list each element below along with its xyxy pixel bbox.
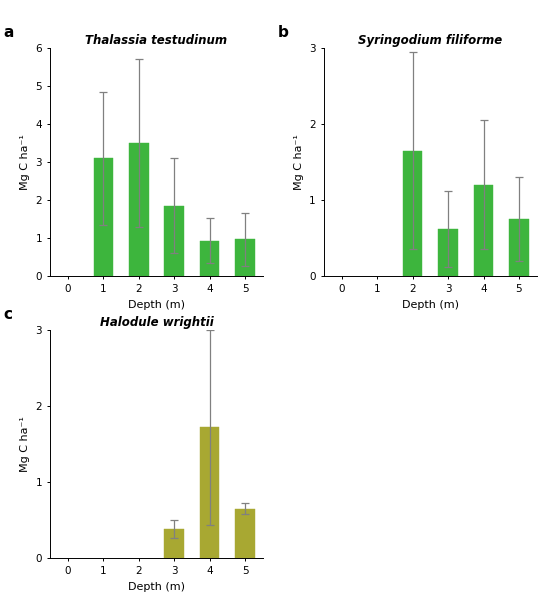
Text: a: a bbox=[3, 25, 14, 40]
X-axis label: Depth (m): Depth (m) bbox=[128, 582, 185, 592]
Y-axis label: Mg C ha⁻¹: Mg C ha⁻¹ bbox=[20, 416, 30, 472]
Bar bbox=[403, 151, 423, 276]
Bar bbox=[164, 206, 184, 276]
Title: Syringodium filiforme: Syringodium filiforme bbox=[358, 34, 503, 47]
Title: Halodule wrightii: Halodule wrightii bbox=[100, 316, 214, 329]
Bar bbox=[474, 185, 493, 276]
Bar bbox=[200, 427, 219, 558]
Bar bbox=[129, 143, 149, 276]
Title: Thalassia testudinum: Thalassia testudinum bbox=[86, 34, 228, 47]
Bar bbox=[200, 241, 219, 276]
Bar bbox=[235, 239, 255, 276]
Y-axis label: Mg C ha⁻¹: Mg C ha⁻¹ bbox=[20, 134, 30, 190]
X-axis label: Depth (m): Depth (m) bbox=[402, 300, 459, 310]
Bar bbox=[94, 158, 113, 276]
Bar bbox=[509, 219, 529, 276]
X-axis label: Depth (m): Depth (m) bbox=[128, 300, 185, 310]
Bar bbox=[438, 229, 458, 276]
Y-axis label: Mg C ha⁻¹: Mg C ha⁻¹ bbox=[293, 134, 304, 190]
Bar bbox=[235, 509, 255, 558]
Bar bbox=[164, 529, 184, 558]
Text: b: b bbox=[277, 25, 288, 40]
Text: c: c bbox=[3, 307, 13, 322]
